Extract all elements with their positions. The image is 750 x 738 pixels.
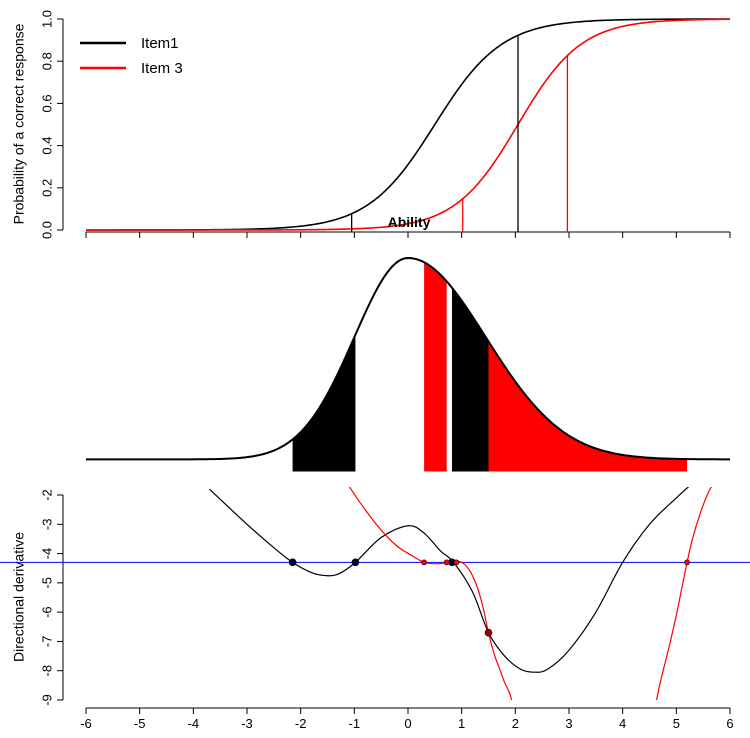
bottom-x-tick-label: -1 bbox=[349, 716, 361, 731]
bottom-y-tick-label: -4 bbox=[39, 548, 54, 560]
bottom-y-axis-label: Directional derivative bbox=[11, 532, 27, 662]
shaded-region bbox=[452, 287, 489, 472]
bottom-panel: -6 -5 -4 -3 -2 -1 0 1 2 3 4 5 6 -2 -3 -4 -5 -6 -7 -8 -9 Direc… bbox=[0, 487, 750, 731]
derivative-curve-1 bbox=[209, 487, 690, 673]
bottom-x-tick-label: -6 bbox=[80, 716, 92, 731]
bottom-x-tick-label: 1 bbox=[458, 716, 465, 731]
top-y-tick-label: 0.2 bbox=[39, 179, 54, 197]
support-point bbox=[421, 559, 427, 566]
bottom-x-tick-label: -2 bbox=[295, 716, 307, 731]
legend-label: Item 3 bbox=[141, 60, 183, 77]
bottom-x-tick-label: -4 bbox=[188, 716, 200, 731]
top-y-tick-label: 0.0 bbox=[39, 221, 54, 239]
bottom-x-tick-label: 0 bbox=[404, 716, 411, 731]
bottom-x-tick-label: 2 bbox=[512, 716, 519, 731]
support-point bbox=[484, 628, 493, 637]
support-point bbox=[443, 559, 450, 566]
bottom-x-tick-label: -5 bbox=[134, 716, 146, 731]
top-y-tick-label: 0.6 bbox=[39, 94, 54, 112]
shaded-region bbox=[424, 262, 447, 472]
support-point bbox=[684, 559, 690, 566]
top-y-tick-label: 0.4 bbox=[39, 137, 54, 155]
bottom-y-tick-label: -6 bbox=[39, 606, 54, 618]
support-point bbox=[288, 558, 297, 567]
top-panel: 0.0 0.2 0.4 0.6 0.8 1.0 Probability of a corre… bbox=[11, 10, 731, 239]
top-y-axis-label: Probability of a correct response bbox=[11, 23, 27, 224]
bottom-x-tick-label: 3 bbox=[565, 716, 572, 731]
bottom-y-tick-label: -2 bbox=[39, 489, 54, 501]
bottom-y-tick-label: -5 bbox=[39, 577, 54, 589]
top-y-tick-label: 0.8 bbox=[39, 52, 54, 70]
top-y-tick-label: 1.0 bbox=[39, 10, 54, 28]
bottom-y-tick-label: -7 bbox=[39, 636, 54, 648]
legend-label: Item1 bbox=[141, 35, 179, 52]
middle-panel bbox=[0, 256, 750, 476]
icc-curve-1 bbox=[86, 18, 730, 231]
shaded-region bbox=[488, 341, 688, 472]
bottom-curves bbox=[209, 487, 713, 700]
bottom-x-tick-label: 6 bbox=[726, 716, 733, 731]
middle-baseline-mask bbox=[0, 471, 750, 476]
derivative-curve-3 bbox=[655, 487, 713, 700]
bottom-y-tick-label: -8 bbox=[39, 665, 54, 677]
bottom-y-tick-label: -3 bbox=[39, 519, 54, 531]
shaded-region bbox=[292, 334, 356, 472]
icc-curve-2 bbox=[86, 18, 731, 231]
density-curve bbox=[86, 256, 730, 461]
support-point bbox=[351, 558, 360, 567]
support-point bbox=[453, 559, 460, 566]
bottom-x-tick-label: -3 bbox=[241, 716, 253, 731]
derivative-curve-2 bbox=[348, 487, 513, 700]
bottom-y-tick-label: -9 bbox=[39, 694, 54, 706]
bottom-x-tick-label: 5 bbox=[673, 716, 680, 731]
ability-annotation: Ability bbox=[388, 214, 431, 230]
bottom-x-tick-label: 4 bbox=[619, 716, 626, 731]
